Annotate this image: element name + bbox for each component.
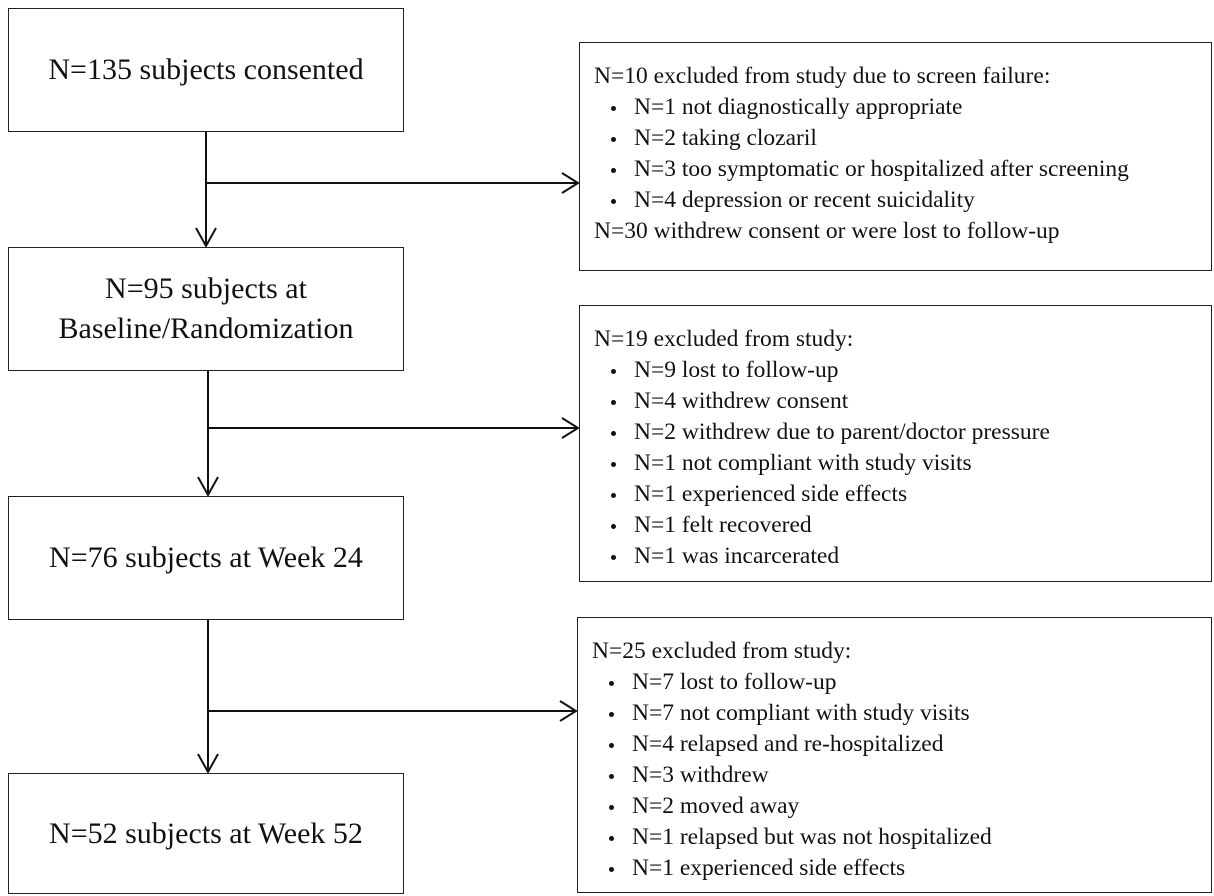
bullet <box>609 743 614 748</box>
exclusion-item: N=9 lost to follow-up <box>594 355 1211 386</box>
stage-box: N=52 subjects at Week 52 <box>8 773 404 894</box>
bullet <box>611 137 616 142</box>
exclusion-item: N=1 felt recovered <box>594 510 1211 541</box>
exclusion-item-text: N=1 experienced side effects <box>632 855 905 881</box>
exclusion-heading: N=25 excluded from study: <box>592 636 1211 667</box>
exclusion-item: N=4 depression or recent suicidality <box>594 185 1211 216</box>
stage-label: N=135 subjects consented <box>48 50 363 90</box>
exclusion-item-text: N=2 moved away <box>632 793 799 819</box>
bullet <box>611 106 616 111</box>
stage-label: Baseline/Randomization <box>59 309 354 349</box>
bullet <box>609 712 614 717</box>
exclusion-item: N=4 withdrew consent <box>594 386 1211 417</box>
exclusion-item: N=2 withdrew due to parent/doctor pressu… <box>594 417 1211 448</box>
exclusion-item-text: N=1 was incarcerated <box>634 543 839 569</box>
exclusion-box: N=10 excluded from study due to screen f… <box>579 42 1212 271</box>
exclusion-item-text: N=1 felt recovered <box>634 512 812 538</box>
exclusion-item-text: N=4 depression or recent suicidality <box>634 187 975 213</box>
exclusion-footer: N=30 withdrew consent or were lost to fo… <box>594 216 1211 247</box>
exclusion-box: N=25 excluded from study:N=7 lost to fol… <box>577 617 1212 893</box>
exclusion-heading: N=10 excluded from study due to screen f… <box>594 61 1211 92</box>
exclusion-item-text: N=2 withdrew due to parent/doctor pressu… <box>634 419 1050 445</box>
exclusion-item-text: N=1 not compliant with study visits <box>634 450 972 476</box>
bullet <box>609 836 614 841</box>
exclusion-item-text: N=3 withdrew <box>632 762 769 788</box>
exclusion-item: N=1 experienced side effects <box>594 479 1211 510</box>
exclusion-item: N=3 too symptomatic or hospitalized afte… <box>594 154 1211 185</box>
exclusion-item-text: N=4 relapsed and re-hospitalized <box>632 731 943 757</box>
exclusion-item: N=4 relapsed and re-hospitalized <box>592 729 1211 760</box>
bullet <box>609 774 614 779</box>
exclusion-item: N=1 experienced side effects <box>592 853 1211 884</box>
exclusion-item-text: N=2 taking clozaril <box>634 125 817 151</box>
exclusion-item: N=2 taking clozaril <box>594 123 1211 154</box>
stage-box: N=95 subjects at Baseline/Randomization <box>8 247 404 371</box>
exclusion-item: N=2 moved away <box>592 791 1211 822</box>
bullet <box>611 400 616 405</box>
bullet <box>609 867 614 872</box>
exclusion-item: N=1 relapsed but was not hospitalized <box>592 822 1211 853</box>
exclusion-item: N=1 not compliant with study visits <box>594 448 1211 479</box>
bullet <box>609 805 614 810</box>
bullet <box>611 431 616 436</box>
bullet <box>611 555 616 560</box>
exclusion-item-text: N=9 lost to follow-up <box>634 357 839 383</box>
bullet <box>611 369 616 374</box>
exclusion-item: N=7 lost to follow-up <box>592 667 1211 698</box>
exclusion-item: N=1 not diagnostically appropriate <box>594 92 1211 123</box>
exclusion-item-text: N=7 not compliant with study visits <box>632 700 970 726</box>
exclusion-item: N=1 was incarcerated <box>594 541 1211 572</box>
stage-label: N=76 subjects at Week 24 <box>49 538 363 578</box>
bullet <box>609 681 614 686</box>
exclusion-item-text: N=3 too symptomatic or hospitalized afte… <box>634 156 1129 182</box>
exclusion-item-text: N=4 withdrew consent <box>634 388 848 414</box>
exclusion-box: N=19 excluded from study:N=9 lost to fol… <box>579 305 1212 582</box>
bullet <box>611 493 616 498</box>
exclusion-item: N=7 not compliant with study visits <box>592 698 1211 729</box>
stage-label: N=95 subjects at <box>105 269 307 309</box>
exclusion-item-text: N=1 relapsed but was not hospitalized <box>632 824 992 850</box>
bullet <box>611 524 616 529</box>
stage-label: N=52 subjects at Week 52 <box>49 814 363 854</box>
bullet <box>611 168 616 173</box>
exclusion-item: N=3 withdrew <box>592 760 1211 791</box>
exclusion-item-text: N=7 lost to follow-up <box>632 669 837 695</box>
bullet <box>611 462 616 467</box>
stage-box: N=76 subjects at Week 24 <box>8 496 404 620</box>
stage-box: N=135 subjects consented <box>8 8 404 132</box>
exclusion-item-text: N=1 experienced side effects <box>634 481 907 507</box>
exclusion-heading: N=19 excluded from study: <box>594 324 1211 355</box>
exclusion-item-text: N=1 not diagnostically appropriate <box>634 94 962 120</box>
bullet <box>611 199 616 204</box>
